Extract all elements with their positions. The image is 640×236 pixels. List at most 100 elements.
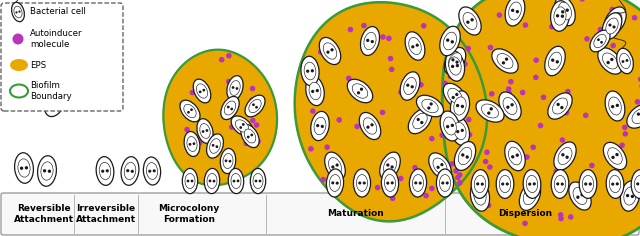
- Ellipse shape: [548, 93, 572, 119]
- Circle shape: [369, 126, 374, 132]
- Ellipse shape: [180, 100, 200, 122]
- Ellipse shape: [476, 100, 504, 122]
- Circle shape: [476, 195, 479, 198]
- Circle shape: [528, 177, 533, 183]
- Circle shape: [420, 121, 424, 124]
- Circle shape: [611, 182, 614, 186]
- Ellipse shape: [364, 118, 377, 134]
- Circle shape: [398, 176, 404, 181]
- Circle shape: [187, 180, 189, 182]
- Ellipse shape: [326, 169, 344, 197]
- Ellipse shape: [228, 169, 244, 194]
- Circle shape: [564, 158, 570, 164]
- Ellipse shape: [598, 48, 622, 74]
- Ellipse shape: [436, 169, 454, 197]
- Ellipse shape: [590, 30, 610, 52]
- Ellipse shape: [454, 122, 466, 140]
- Circle shape: [187, 111, 190, 114]
- Ellipse shape: [319, 38, 340, 65]
- Circle shape: [440, 163, 444, 166]
- Ellipse shape: [185, 173, 195, 189]
- Ellipse shape: [385, 175, 396, 191]
- Circle shape: [447, 73, 453, 79]
- Circle shape: [227, 106, 230, 108]
- Circle shape: [428, 106, 431, 110]
- Circle shape: [310, 69, 314, 72]
- Ellipse shape: [383, 158, 397, 174]
- Circle shape: [515, 9, 520, 15]
- Circle shape: [589, 182, 592, 185]
- Ellipse shape: [444, 47, 466, 75]
- Circle shape: [191, 180, 193, 182]
- Text: Biofilm
Boundary: Biofilm Boundary: [30, 81, 72, 101]
- Circle shape: [255, 138, 261, 144]
- Circle shape: [189, 143, 191, 146]
- Ellipse shape: [18, 159, 30, 177]
- Circle shape: [449, 178, 455, 183]
- Ellipse shape: [445, 51, 465, 81]
- Circle shape: [43, 169, 46, 173]
- Ellipse shape: [96, 157, 114, 185]
- Ellipse shape: [324, 152, 346, 180]
- Ellipse shape: [470, 181, 490, 211]
- Ellipse shape: [459, 7, 481, 35]
- Circle shape: [186, 146, 191, 152]
- Ellipse shape: [412, 175, 424, 191]
- Text: EPS: EPS: [30, 60, 46, 69]
- Ellipse shape: [182, 169, 198, 194]
- Circle shape: [609, 7, 615, 12]
- Circle shape: [316, 89, 319, 92]
- Ellipse shape: [602, 13, 622, 39]
- Circle shape: [561, 153, 564, 156]
- Ellipse shape: [352, 84, 368, 98]
- Circle shape: [584, 182, 588, 185]
- Ellipse shape: [249, 99, 261, 113]
- Circle shape: [576, 196, 580, 199]
- Circle shape: [506, 90, 512, 96]
- Circle shape: [326, 51, 330, 54]
- Ellipse shape: [620, 53, 630, 69]
- Circle shape: [583, 113, 589, 118]
- Ellipse shape: [608, 13, 622, 30]
- Circle shape: [250, 86, 255, 91]
- Circle shape: [560, 106, 564, 109]
- Circle shape: [626, 194, 629, 197]
- Circle shape: [216, 145, 218, 148]
- Ellipse shape: [569, 182, 591, 210]
- Text: Maturation: Maturation: [327, 210, 383, 219]
- Circle shape: [390, 181, 394, 184]
- Circle shape: [441, 181, 444, 185]
- Circle shape: [541, 94, 547, 100]
- Circle shape: [470, 18, 474, 21]
- Circle shape: [232, 180, 236, 182]
- Circle shape: [239, 126, 242, 129]
- Polygon shape: [163, 50, 277, 185]
- Polygon shape: [294, 2, 487, 221]
- Ellipse shape: [311, 111, 329, 141]
- Circle shape: [508, 56, 514, 61]
- Circle shape: [457, 150, 463, 156]
- Ellipse shape: [301, 56, 319, 86]
- Circle shape: [358, 95, 364, 100]
- Circle shape: [232, 106, 238, 112]
- Circle shape: [554, 169, 559, 174]
- Ellipse shape: [631, 170, 640, 198]
- Circle shape: [332, 165, 335, 169]
- Ellipse shape: [200, 124, 210, 139]
- Ellipse shape: [582, 175, 594, 193]
- Ellipse shape: [409, 38, 421, 55]
- Circle shape: [533, 57, 539, 63]
- Ellipse shape: [227, 76, 243, 100]
- Circle shape: [483, 159, 488, 164]
- Circle shape: [15, 11, 17, 13]
- Circle shape: [489, 91, 495, 97]
- Circle shape: [505, 57, 508, 61]
- Circle shape: [462, 61, 468, 67]
- Ellipse shape: [223, 153, 233, 169]
- Ellipse shape: [408, 108, 432, 134]
- Circle shape: [252, 103, 255, 106]
- Circle shape: [386, 36, 392, 41]
- Circle shape: [101, 170, 104, 173]
- Ellipse shape: [627, 104, 640, 128]
- Circle shape: [332, 181, 334, 184]
